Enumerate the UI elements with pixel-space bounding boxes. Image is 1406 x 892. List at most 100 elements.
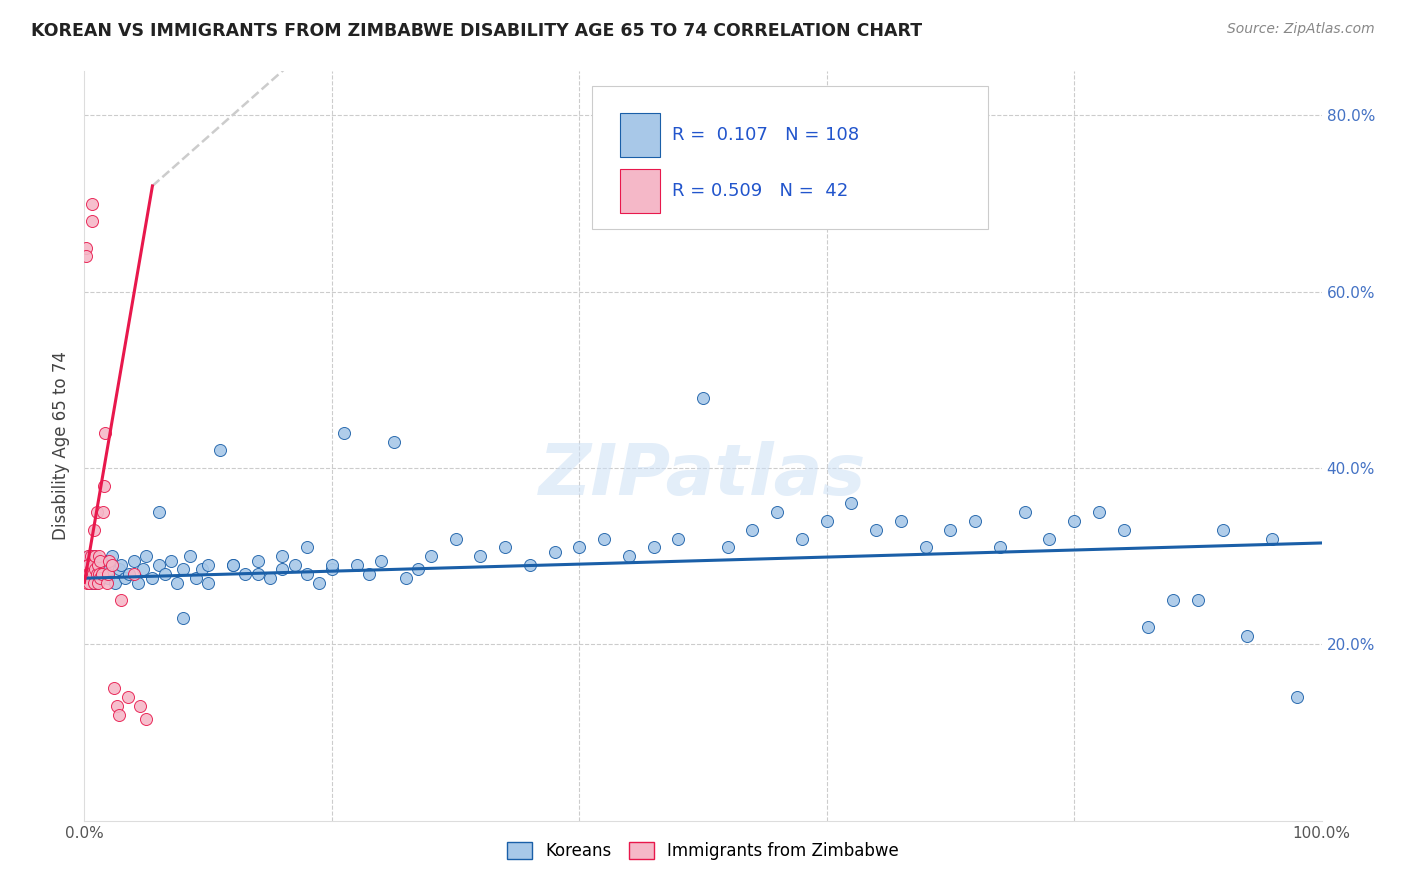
Point bbox=[104, 575, 127, 590]
Y-axis label: Disability Age 65 to 74: Disability Age 65 to 74 bbox=[52, 351, 70, 541]
Point bbox=[90, 566, 112, 581]
Point bbox=[86, 566, 108, 581]
Point bbox=[80, 214, 103, 228]
Point bbox=[100, 549, 122, 564]
Point bbox=[741, 523, 763, 537]
Text: R = 0.509   N =  42: R = 0.509 N = 42 bbox=[672, 182, 848, 200]
Point bbox=[1187, 593, 1209, 607]
Point bbox=[766, 505, 789, 519]
Point bbox=[408, 562, 430, 576]
Point bbox=[543, 545, 565, 559]
Point bbox=[82, 566, 104, 581]
Point bbox=[76, 566, 98, 581]
Point bbox=[80, 575, 103, 590]
Point bbox=[79, 562, 101, 576]
Point bbox=[141, 571, 163, 585]
Point bbox=[914, 541, 936, 555]
Point bbox=[97, 566, 120, 581]
Point bbox=[841, 496, 863, 510]
Point bbox=[103, 681, 125, 696]
Point bbox=[97, 571, 120, 585]
Point bbox=[83, 523, 105, 537]
Point bbox=[988, 541, 1011, 555]
Point bbox=[86, 562, 108, 576]
Point bbox=[382, 434, 405, 449]
Point bbox=[89, 571, 111, 585]
Point bbox=[83, 553, 105, 567]
Point bbox=[197, 575, 219, 590]
Point bbox=[692, 391, 714, 405]
Point bbox=[96, 553, 118, 567]
FancyBboxPatch shape bbox=[592, 87, 987, 228]
Point bbox=[93, 478, 115, 492]
Point bbox=[80, 566, 103, 581]
Point bbox=[127, 575, 149, 590]
Point bbox=[135, 712, 157, 726]
Text: KOREAN VS IMMIGRANTS FROM ZIMBABWE DISABILITY AGE 65 TO 74 CORRELATION CHART: KOREAN VS IMMIGRANTS FROM ZIMBABWE DISAB… bbox=[31, 22, 922, 40]
Point bbox=[87, 558, 110, 572]
Point bbox=[172, 562, 194, 576]
Point bbox=[1038, 532, 1060, 546]
Point bbox=[83, 571, 105, 585]
Point bbox=[89, 566, 111, 581]
Point bbox=[86, 558, 108, 572]
Point bbox=[84, 562, 107, 576]
Point bbox=[79, 553, 101, 567]
Point bbox=[94, 425, 117, 440]
Point bbox=[79, 549, 101, 564]
Point bbox=[89, 549, 111, 564]
Point bbox=[79, 549, 101, 564]
Point bbox=[76, 566, 98, 581]
Point bbox=[259, 571, 281, 585]
Point bbox=[94, 566, 117, 581]
Point bbox=[86, 505, 108, 519]
Point bbox=[90, 571, 112, 585]
Point bbox=[153, 566, 176, 581]
Point bbox=[93, 558, 115, 572]
Point bbox=[110, 558, 132, 572]
Point bbox=[77, 558, 100, 572]
Point bbox=[79, 571, 101, 585]
Point bbox=[965, 514, 987, 528]
Point bbox=[129, 699, 152, 714]
Point bbox=[89, 558, 111, 572]
Point bbox=[209, 443, 232, 458]
Point bbox=[84, 549, 107, 564]
Point bbox=[79, 566, 101, 581]
Point bbox=[96, 575, 118, 590]
Point bbox=[84, 575, 107, 590]
Point bbox=[77, 558, 100, 572]
Point bbox=[75, 241, 97, 255]
Point bbox=[333, 425, 356, 440]
Point bbox=[197, 558, 219, 572]
Point bbox=[172, 611, 194, 625]
Point bbox=[148, 505, 170, 519]
Point bbox=[395, 571, 418, 585]
Point bbox=[77, 549, 100, 564]
Point bbox=[321, 562, 343, 576]
Point bbox=[444, 532, 467, 546]
Point bbox=[370, 553, 392, 567]
Point bbox=[593, 532, 616, 546]
Point bbox=[87, 575, 110, 590]
Point bbox=[1137, 620, 1160, 634]
Point bbox=[75, 250, 97, 264]
Point bbox=[1088, 505, 1111, 519]
Point bbox=[357, 566, 380, 581]
Point bbox=[122, 566, 145, 581]
Point bbox=[108, 707, 131, 722]
Point bbox=[1261, 532, 1284, 546]
Point bbox=[246, 553, 269, 567]
Point bbox=[617, 549, 640, 564]
Point bbox=[100, 558, 122, 572]
Point bbox=[1285, 690, 1308, 705]
Point bbox=[295, 566, 318, 581]
Point bbox=[890, 514, 912, 528]
Point bbox=[1236, 628, 1258, 642]
Point bbox=[179, 549, 201, 564]
Point bbox=[519, 558, 541, 572]
FancyBboxPatch shape bbox=[620, 169, 659, 213]
Point bbox=[76, 575, 98, 590]
Point bbox=[321, 558, 343, 572]
Point bbox=[790, 532, 813, 546]
